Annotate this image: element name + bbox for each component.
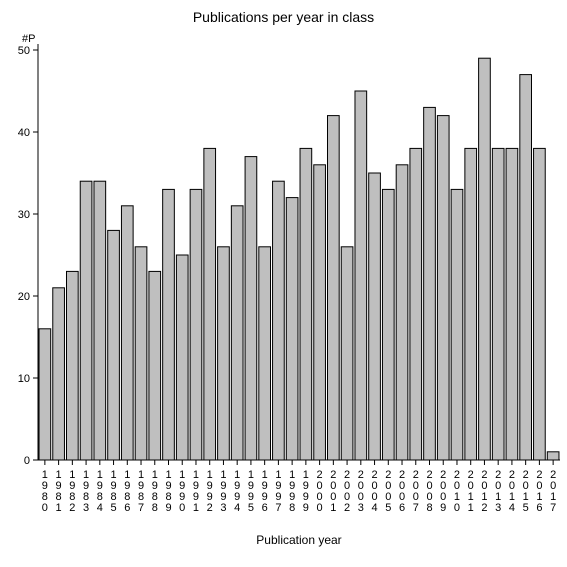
chart-svg: Publications per year in class#P01020304… bbox=[0, 0, 567, 567]
bar bbox=[520, 75, 532, 460]
x-tick-label: 9 bbox=[303, 502, 309, 514]
x-tick-label: 8 bbox=[289, 502, 295, 514]
x-tick-label: 6 bbox=[124, 502, 130, 514]
x-tick-label: 8 bbox=[152, 502, 158, 514]
x-tick-label: 2 bbox=[344, 502, 350, 514]
x-tick-label: 1 bbox=[56, 502, 62, 514]
x-tick-label: 4 bbox=[234, 502, 240, 514]
x-tick-label: 3 bbox=[358, 502, 364, 514]
bar bbox=[300, 148, 312, 460]
bar bbox=[341, 247, 353, 460]
bar bbox=[121, 206, 133, 460]
y-tick-label: 10 bbox=[18, 373, 30, 385]
bar bbox=[547, 452, 559, 460]
x-axis-label: Publication year bbox=[256, 533, 341, 547]
x-tick-label: 5 bbox=[523, 502, 529, 514]
publications-bar-chart: Publications per year in class#P01020304… bbox=[0, 0, 567, 567]
x-tick-label: 2 bbox=[207, 502, 213, 514]
bar bbox=[80, 181, 92, 460]
bar bbox=[355, 91, 367, 460]
bar bbox=[369, 173, 381, 460]
x-tick-label: 0 bbox=[317, 502, 323, 514]
bar bbox=[451, 189, 463, 460]
x-tick-label: 0 bbox=[179, 502, 185, 514]
bar bbox=[108, 230, 120, 460]
bar bbox=[492, 148, 504, 460]
bar bbox=[328, 116, 340, 460]
x-tick-label: 8 bbox=[426, 502, 432, 514]
bar bbox=[410, 148, 422, 460]
bar bbox=[506, 148, 518, 460]
x-tick-label: 7 bbox=[275, 502, 281, 514]
x-tick-label: 9 bbox=[165, 502, 171, 514]
x-tick-label: 3 bbox=[83, 502, 89, 514]
bar bbox=[67, 271, 79, 460]
bar bbox=[190, 189, 202, 460]
y-tick-label: 20 bbox=[18, 291, 30, 303]
x-tick-label: 5 bbox=[385, 502, 391, 514]
x-tick-label: 2 bbox=[481, 502, 487, 514]
bar bbox=[286, 198, 298, 460]
x-tick-label: 3 bbox=[495, 502, 501, 514]
x-tick-label: 5 bbox=[110, 502, 116, 514]
bar bbox=[259, 247, 271, 460]
bar bbox=[218, 247, 230, 460]
x-tick-label: 4 bbox=[97, 502, 103, 514]
bar bbox=[39, 329, 51, 460]
bar bbox=[163, 189, 175, 460]
x-tick-label: 9 bbox=[440, 502, 446, 514]
x-tick-label: 4 bbox=[371, 502, 377, 514]
y-axis-label: #P bbox=[22, 33, 35, 45]
bar bbox=[135, 247, 147, 460]
x-tick-label: 0 bbox=[42, 502, 48, 514]
x-tick-label: 7 bbox=[138, 502, 144, 514]
y-tick-label: 0 bbox=[24, 455, 30, 467]
bar bbox=[94, 181, 106, 460]
x-tick-label: 1 bbox=[468, 502, 474, 514]
bar bbox=[204, 148, 216, 460]
bar bbox=[245, 157, 257, 460]
bar bbox=[314, 165, 326, 460]
y-tick-label: 50 bbox=[18, 45, 30, 57]
bar bbox=[437, 116, 449, 460]
bar bbox=[149, 271, 161, 460]
bar bbox=[534, 148, 546, 460]
bar bbox=[53, 288, 65, 460]
y-tick-label: 40 bbox=[18, 127, 30, 139]
chart-title: Publications per year in class bbox=[193, 9, 374, 25]
x-tick-label: 5 bbox=[248, 502, 254, 514]
x-tick-label: 1 bbox=[330, 502, 336, 514]
bar bbox=[479, 58, 491, 460]
x-tick-label: 7 bbox=[413, 502, 419, 514]
bar bbox=[273, 181, 285, 460]
x-tick-label: 2 bbox=[69, 502, 75, 514]
bar bbox=[465, 148, 477, 460]
x-tick-label: 6 bbox=[399, 502, 405, 514]
y-tick-label: 30 bbox=[18, 209, 30, 221]
x-tick-label: 0 bbox=[454, 502, 460, 514]
x-tick-label: 6 bbox=[536, 502, 542, 514]
x-tick-label: 7 bbox=[550, 502, 556, 514]
bar bbox=[424, 107, 436, 460]
x-tick-label: 3 bbox=[220, 502, 226, 514]
bar bbox=[396, 165, 408, 460]
x-tick-label: 4 bbox=[509, 502, 515, 514]
bar bbox=[176, 255, 188, 460]
x-tick-label: 1 bbox=[193, 502, 199, 514]
x-tick-label: 6 bbox=[262, 502, 268, 514]
bar bbox=[382, 189, 394, 460]
bar bbox=[231, 206, 243, 460]
